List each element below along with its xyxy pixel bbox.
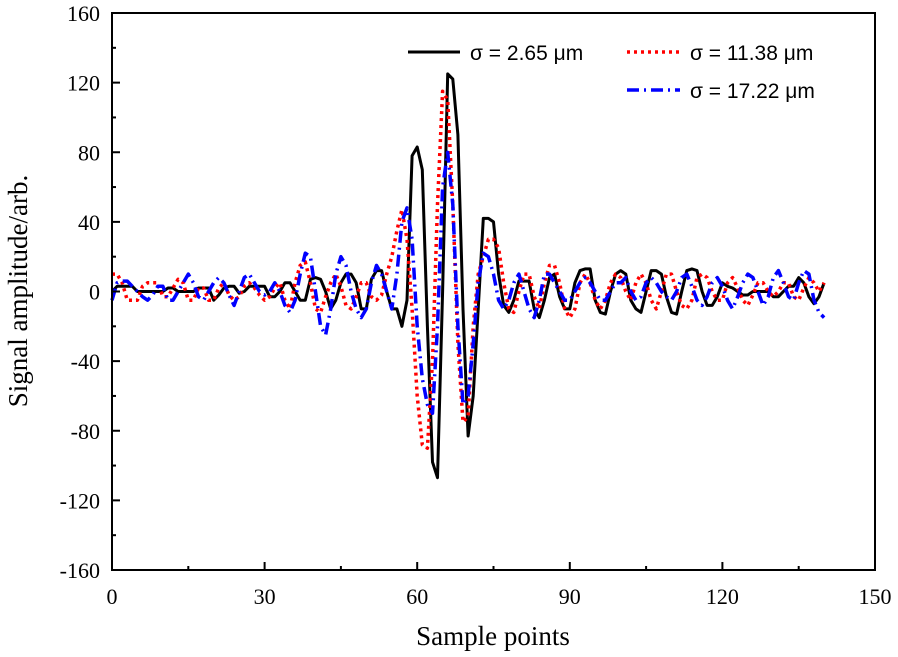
y-tick-label: 120 [67, 71, 100, 96]
series-line-1 [112, 89, 826, 450]
ticks-layer: 0 30 60 90 120 150 160 120 80 40 0 -40 -80 -120 -160 [60, 1, 892, 609]
x-tick-label: 150 [859, 584, 892, 609]
x-tick-label: 90 [559, 584, 581, 609]
x-tick-label: 30 [254, 584, 276, 609]
x-tick-label: 0 [107, 584, 118, 609]
legend-label-2: σ = 17.22 μm [690, 80, 815, 103]
y-tick-label: 0 [89, 280, 100, 305]
y-tick-label: 160 [67, 1, 100, 26]
series-line-0 [110, 72, 826, 480]
y-tick-label: 40 [78, 210, 100, 235]
y-tick-label: 80 [78, 140, 100, 165]
series-layer [110, 72, 826, 480]
y-axis-label: Signal amplitude/arb. [3, 175, 33, 407]
legend-label-1: σ = 11.38 μm [690, 42, 813, 65]
y-tick-label: -160 [60, 558, 100, 583]
y-tick-label: -40 [71, 349, 100, 374]
x-axis-label: Sample points [416, 621, 570, 651]
x-tick-label: 60 [406, 584, 428, 609]
y-tick-label: -80 [71, 419, 100, 444]
x-tick-label: 120 [706, 584, 739, 609]
y-tick-label: -120 [60, 488, 100, 513]
legend-label-0: σ = 2.65 μm [470, 42, 583, 65]
series-line-2 [110, 150, 826, 416]
legend: σ = 2.65 μm σ = 11.38 μm σ = 17.22 μm [408, 42, 815, 103]
